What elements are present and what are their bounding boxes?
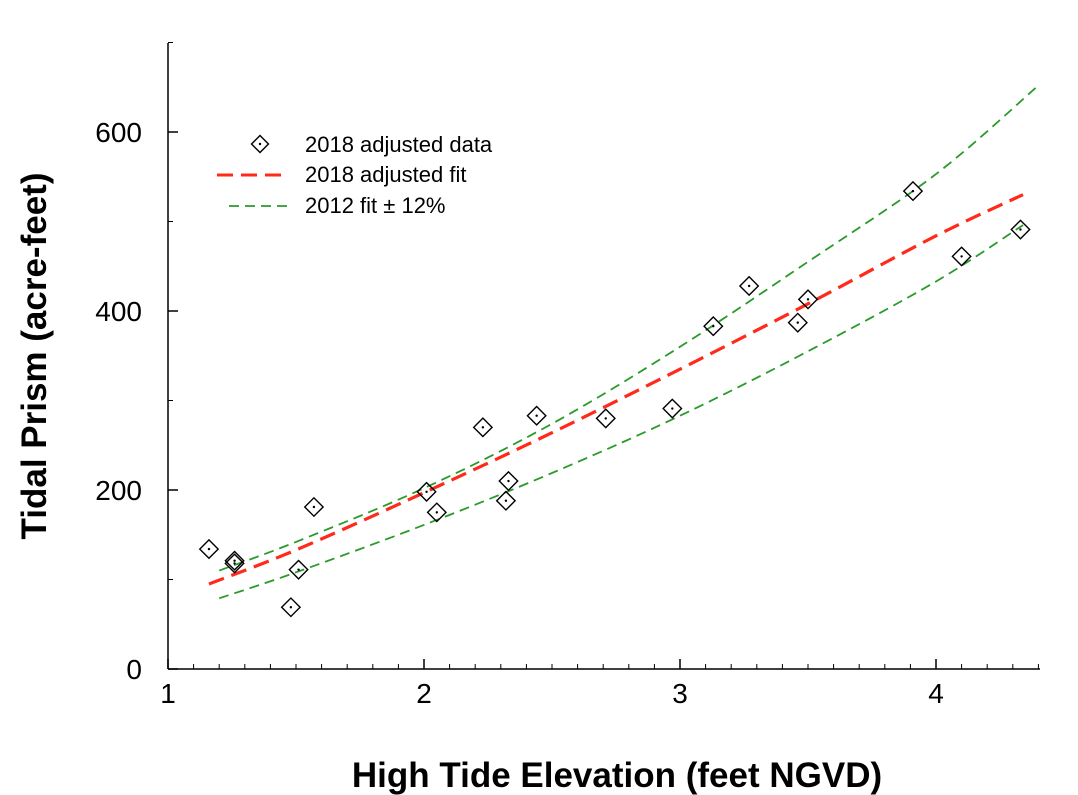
x-axis-title: High Tide Elevation (feet NGVD)	[352, 756, 882, 795]
y-tick-label: 400	[95, 296, 142, 327]
data-point	[416, 481, 437, 502]
data-points	[198, 180, 1031, 618]
data-point	[787, 312, 808, 333]
data-point	[498, 470, 519, 492]
data-point	[288, 559, 309, 580]
data-point	[902, 180, 924, 202]
data-point	[595, 408, 616, 429]
data-point	[951, 246, 972, 267]
x-tick-label: 2	[416, 678, 432, 709]
fit-line-2018	[208, 193, 1024, 586]
fit-line-2012-lower	[218, 224, 1024, 600]
data-point	[703, 316, 724, 337]
y-tick-label: 200	[95, 475, 142, 506]
legend-label-fit: 2018 adjusted fit	[305, 162, 466, 187]
data-point	[198, 538, 220, 560]
y-axis-title: Tidal Prism (acre-feet)	[15, 173, 54, 540]
data-point	[426, 502, 447, 523]
data-point	[224, 553, 245, 574]
data-point	[495, 490, 517, 511]
fit-lines	[208, 84, 1039, 600]
data-point	[224, 550, 245, 571]
fit-line-2012-upper	[218, 84, 1039, 572]
data-point	[280, 597, 302, 618]
ticks	[167, 42, 1039, 670]
data-point	[472, 417, 494, 438]
tick-labels: 1 2 3 4 0 200 400 600	[95, 117, 944, 709]
legend-label-2012: 2012 fit ± 12%	[305, 193, 446, 218]
legend-label-data: 2018 adjusted data	[305, 132, 493, 157]
x-tick-label: 3	[672, 678, 688, 709]
data-point	[797, 289, 819, 310]
x-tick-label: 1	[160, 678, 176, 709]
data-point	[303, 496, 325, 518]
legend: 2018 adjusted data 2018 adjusted fit 201…	[217, 132, 493, 218]
data-point	[738, 275, 760, 297]
data-point	[662, 398, 683, 419]
legend-marker-data	[250, 134, 270, 154]
data-point	[1010, 219, 1031, 240]
data-point	[526, 405, 547, 426]
y-tick-label: 600	[95, 117, 142, 148]
y-tick-label: 0	[126, 654, 142, 685]
axes	[167, 43, 1040, 670]
x-tick-label: 4	[928, 678, 944, 709]
